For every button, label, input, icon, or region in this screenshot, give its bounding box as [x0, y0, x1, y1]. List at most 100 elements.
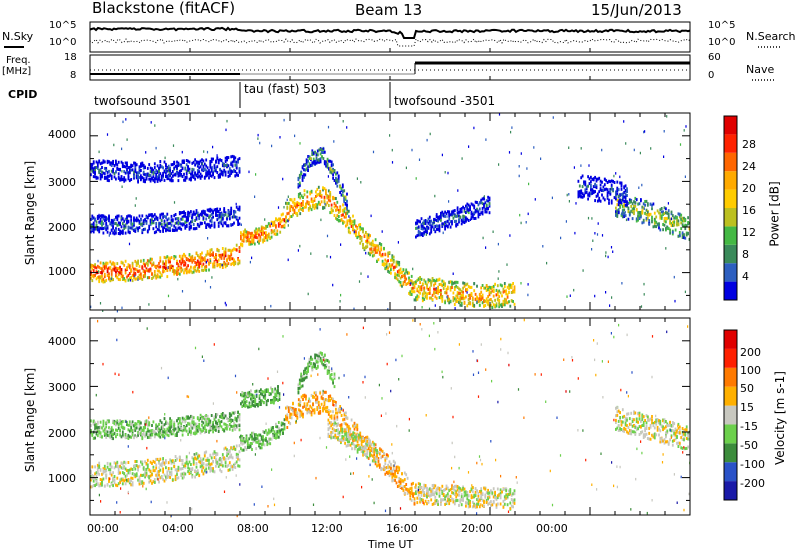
- data-cell: [426, 293, 428, 297]
- data-cell: [322, 206, 324, 210]
- data-cell: [641, 221, 644, 225]
- data-cell: [299, 203, 302, 207]
- data-cell: [392, 260, 395, 264]
- data-cell: [372, 150, 375, 154]
- data-cell: [510, 291, 513, 294]
- data-cell: [343, 199, 346, 203]
- data-cell: [459, 300, 462, 304]
- data-cell: [227, 248, 230, 252]
- data-cell: [224, 247, 227, 251]
- data-cell: [90, 265, 92, 269]
- data-cell: [173, 461, 176, 465]
- data-cell: [260, 443, 263, 446]
- data-cell: [156, 227, 159, 231]
- data-cell: [166, 218, 169, 222]
- data-cell: [185, 455, 188, 459]
- data-cell: [181, 476, 184, 480]
- data-cell: [196, 175, 199, 179]
- data-cell: [192, 227, 195, 231]
- data-cell: [209, 163, 212, 167]
- data-cell: [346, 203, 348, 207]
- data-cell: [391, 256, 394, 260]
- data-cell: [185, 169, 188, 173]
- data-cell: [173, 224, 176, 228]
- data-cell: [102, 214, 105, 218]
- data-cell: [223, 168, 226, 172]
- data-cell: [237, 173, 239, 177]
- data-cell: [198, 255, 201, 259]
- data-cell: [162, 171, 164, 175]
- data-cell: [370, 449, 373, 453]
- data-cell: [329, 199, 332, 203]
- data-cell: [260, 225, 263, 229]
- data-cell: [210, 212, 213, 216]
- data-cell: [286, 426, 289, 429]
- data-cell: [198, 162, 201, 166]
- data-cell: [191, 475, 194, 479]
- data-cell: [645, 212, 648, 216]
- data-cell: [127, 278, 130, 282]
- data-cell: [357, 234, 360, 238]
- data-cell: [167, 256, 170, 260]
- data-cell: [290, 205, 293, 209]
- data-cell: [188, 268, 191, 272]
- data-cell: [276, 425, 279, 429]
- data-cell: [286, 413, 289, 417]
- data-cell: [192, 462, 195, 466]
- data-cell: [477, 298, 480, 301]
- data-cell: [305, 158, 308, 162]
- data-cell: [188, 167, 191, 171]
- data-cell: [592, 178, 595, 182]
- data-cell: [337, 174, 340, 178]
- freq-tick-high: 18: [64, 52, 77, 63]
- data-cell: [635, 198, 638, 202]
- data-cell: [276, 430, 279, 434]
- data-cell: [146, 269, 149, 273]
- cpid-segment-1: tau (fast) 503: [244, 82, 327, 96]
- data-cell: [455, 294, 458, 298]
- data-cell: [102, 217, 105, 221]
- data-cell: [355, 234, 357, 238]
- data-cell: [202, 461, 205, 465]
- data-cell: [184, 212, 187, 215]
- data-cell: [630, 200, 633, 204]
- data-cell: [152, 178, 155, 182]
- data-cell: [223, 260, 226, 264]
- data-cell: [398, 476, 401, 480]
- data-cell: [435, 219, 438, 222]
- data-cell: [685, 125, 687, 128]
- data-cell: [406, 492, 409, 495]
- data-cell: [201, 256, 203, 260]
- data-cell: [640, 215, 642, 219]
- data-cell: [137, 229, 139, 233]
- data-cell: [112, 221, 114, 225]
- data-cell: [353, 432, 356, 436]
- data-cell: [263, 443, 266, 447]
- data-cell: [417, 277, 420, 281]
- data-cell: [101, 161, 103, 165]
- data-cell: [96, 161, 99, 165]
- data-cell: [346, 192, 348, 196]
- data-cell: [209, 286, 212, 289]
- data-cell: [323, 398, 326, 402]
- data-cell: [216, 207, 219, 211]
- data-cell: [307, 155, 309, 158]
- data-cell: [113, 232, 116, 236]
- data-cell: [552, 116, 554, 119]
- data-cell: [626, 203, 628, 207]
- data-cell: [282, 218, 284, 221]
- data-cell: [365, 239, 367, 243]
- data-cell: [238, 207, 241, 211]
- data-cell: [169, 264, 171, 268]
- data-cell: [221, 253, 224, 257]
- data-cell: [223, 207, 226, 211]
- data-cell: [408, 276, 410, 280]
- data-cell: [387, 259, 389, 263]
- data-cell: [476, 295, 478, 299]
- data-cell: [332, 209, 334, 213]
- data-cell: [318, 158, 321, 162]
- data-cell: [332, 176, 334, 180]
- data-cell: [219, 212, 221, 216]
- data-cell: [480, 295, 483, 299]
- data-cell: [194, 227, 196, 231]
